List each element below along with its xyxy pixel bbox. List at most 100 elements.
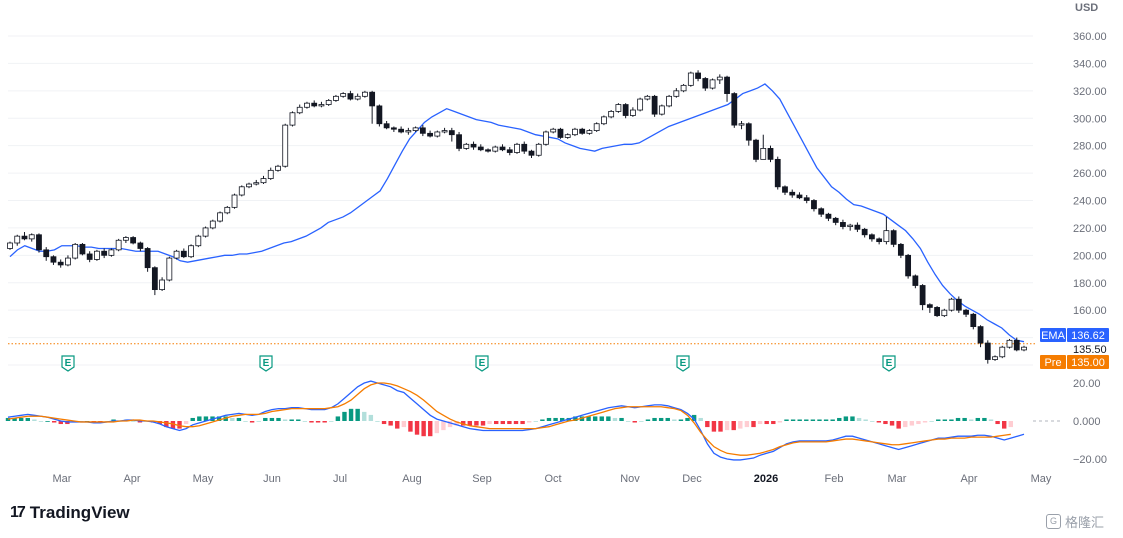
histogram-bar bbox=[401, 421, 407, 428]
candle bbox=[912, 274, 919, 289]
candle bbox=[217, 211, 223, 223]
candle bbox=[267, 167, 274, 180]
candle bbox=[702, 77, 709, 91]
price-tick-label: 180.00 bbox=[1073, 278, 1107, 290]
histogram-bar bbox=[797, 419, 802, 421]
histogram-bar bbox=[771, 421, 776, 425]
candle bbox=[282, 123, 289, 168]
candle bbox=[470, 141, 477, 150]
candle bbox=[463, 142, 470, 150]
price-tick-label: 240.00 bbox=[1073, 196, 1107, 208]
histogram-bar bbox=[170, 421, 176, 429]
candle bbox=[340, 92, 347, 98]
histogram-bar bbox=[843, 416, 849, 421]
histogram-bar bbox=[665, 417, 670, 421]
histogram-bar bbox=[909, 421, 915, 426]
candle bbox=[231, 193, 238, 209]
candle bbox=[122, 236, 129, 243]
candle bbox=[86, 251, 93, 263]
earnings-marker-label: E bbox=[886, 358, 893, 369]
candle bbox=[311, 100, 318, 108]
candle bbox=[180, 248, 187, 259]
candle bbox=[615, 103, 622, 113]
histogram-bar bbox=[203, 416, 209, 421]
candle bbox=[347, 90, 354, 101]
histogram-bar bbox=[269, 417, 275, 421]
candle bbox=[883, 216, 890, 245]
histogram-bar bbox=[164, 421, 169, 428]
histogram-bar bbox=[309, 421, 314, 423]
histogram-bar bbox=[619, 417, 624, 421]
earnings-marker[interactable]: E bbox=[475, 355, 489, 372]
x-axis-label: May bbox=[193, 473, 214, 485]
candle bbox=[608, 110, 615, 119]
candle bbox=[72, 242, 79, 260]
candle bbox=[644, 94, 651, 101]
histogram-bar bbox=[216, 416, 222, 421]
candle bbox=[695, 70, 701, 82]
earnings-marker-label: E bbox=[263, 358, 270, 369]
histogram-bar bbox=[724, 421, 730, 431]
histogram-bar bbox=[790, 419, 796, 421]
candle bbox=[637, 97, 644, 112]
earnings-marker[interactable]: E bbox=[61, 355, 75, 372]
histogram-bar bbox=[837, 417, 842, 421]
price-tag-name: EMA bbox=[1041, 330, 1066, 342]
candle bbox=[550, 127, 557, 134]
histogram-bar bbox=[870, 421, 875, 422]
candle bbox=[137, 241, 144, 252]
histogram-bar bbox=[18, 417, 24, 421]
candle bbox=[977, 325, 984, 348]
histogram-bar bbox=[738, 421, 743, 429]
candle bbox=[738, 120, 745, 130]
price-tag-value: 136.62 bbox=[1071, 330, 1105, 342]
histogram-bar bbox=[190, 417, 195, 421]
histogram-bar bbox=[348, 408, 354, 421]
candle bbox=[586, 129, 593, 135]
histogram-bar bbox=[903, 421, 908, 428]
watermark-icon: G bbox=[1046, 514, 1061, 529]
histogram-bar bbox=[559, 417, 565, 421]
price-tick-label: 220.00 bbox=[1073, 223, 1107, 235]
histogram-bar bbox=[474, 421, 479, 426]
candle bbox=[999, 345, 1006, 359]
price-tag-value: 135.00 bbox=[1071, 357, 1105, 369]
tradingview-logo[interactable]: 17 TradingView bbox=[10, 503, 130, 523]
candle bbox=[43, 247, 50, 261]
earnings-marker[interactable]: E bbox=[676, 355, 690, 372]
histogram-bar bbox=[500, 421, 506, 425]
candle bbox=[296, 104, 303, 115]
candle bbox=[238, 185, 245, 197]
candle bbox=[485, 148, 491, 153]
histogram-bar bbox=[480, 421, 486, 426]
earnings-marker[interactable]: E bbox=[259, 355, 273, 372]
histogram-bar bbox=[296, 419, 301, 421]
candle bbox=[506, 147, 513, 156]
earnings-marker[interactable]: E bbox=[882, 355, 896, 372]
candle bbox=[724, 75, 730, 102]
histogram-bar bbox=[395, 421, 400, 429]
candle bbox=[919, 284, 926, 311]
candle bbox=[492, 145, 499, 153]
candle bbox=[521, 141, 528, 154]
histogram-bar bbox=[467, 421, 473, 426]
candle bbox=[926, 303, 933, 313]
histogram-bar bbox=[5, 417, 11, 421]
candle bbox=[963, 308, 969, 318]
candle bbox=[955, 296, 962, 313]
x-axis-label: 2026 bbox=[754, 473, 778, 485]
histogram-bar bbox=[929, 421, 934, 422]
histogram-bar bbox=[322, 421, 327, 423]
histogram-bar bbox=[540, 419, 545, 421]
x-axis-label: Jun bbox=[263, 473, 281, 485]
histogram-bar bbox=[546, 417, 552, 421]
histogram-bar bbox=[652, 417, 657, 421]
candle bbox=[456, 131, 462, 152]
candle bbox=[434, 130, 441, 138]
candle bbox=[709, 78, 716, 90]
histogram-bar bbox=[810, 419, 816, 421]
candle bbox=[934, 306, 940, 318]
histogram-bar bbox=[243, 421, 248, 422]
candle bbox=[412, 126, 419, 132]
histogram-bar bbox=[51, 421, 57, 423]
